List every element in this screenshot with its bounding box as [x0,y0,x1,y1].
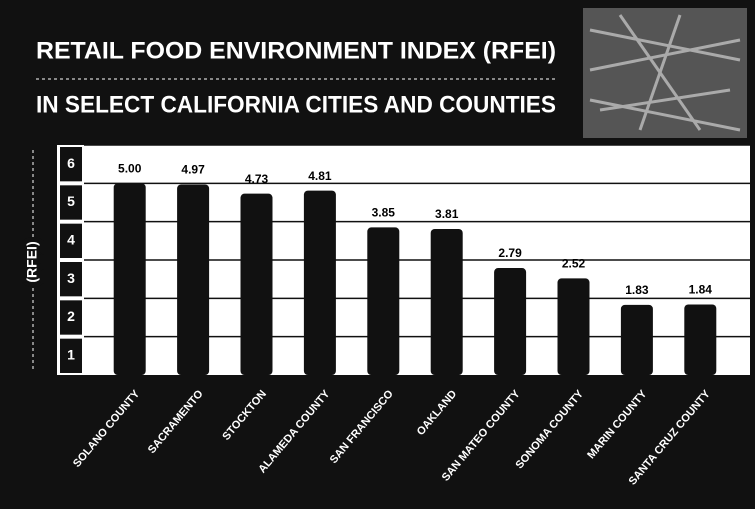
y-tick-label: 2 [67,308,75,324]
value-label: 1.83 [625,283,649,297]
bar [304,191,336,375]
bar [241,194,273,375]
value-label: 2.52 [562,257,586,271]
value-label: 5.00 [118,162,142,176]
y-tick-label: 3 [67,270,75,286]
chart-subtitle: IN SELECT CALIFORNIA CITIES AND COUNTIES [36,91,556,118]
chart: RETAIL FOOD ENVIRONMENT INDEX (RFEI) IN … [0,0,755,509]
y-tick-label: 1 [67,347,75,363]
value-label: 2.79 [498,246,522,260]
bar [367,227,399,375]
y-tick-label: 4 [67,232,75,248]
bar [114,183,146,375]
bar [431,229,463,375]
photo [583,8,747,138]
y-tick-label: 6 [67,155,75,171]
y-tick-label: 5 [67,193,75,209]
chart-title: RETAIL FOOD ENVIRONMENT INDEX (RFEI) [36,37,556,64]
y-axis-label: (RFEI) [24,241,40,282]
value-label: 4.73 [245,172,269,186]
value-label: 4.97 [181,163,205,177]
value-label: 1.84 [689,283,713,297]
value-label: 4.81 [308,169,332,183]
bar [494,268,526,375]
value-label: 3.81 [435,207,459,221]
bar [558,278,590,375]
value-label: 3.85 [372,206,396,220]
bar [684,304,716,375]
bar [177,184,209,375]
bar [621,305,653,375]
